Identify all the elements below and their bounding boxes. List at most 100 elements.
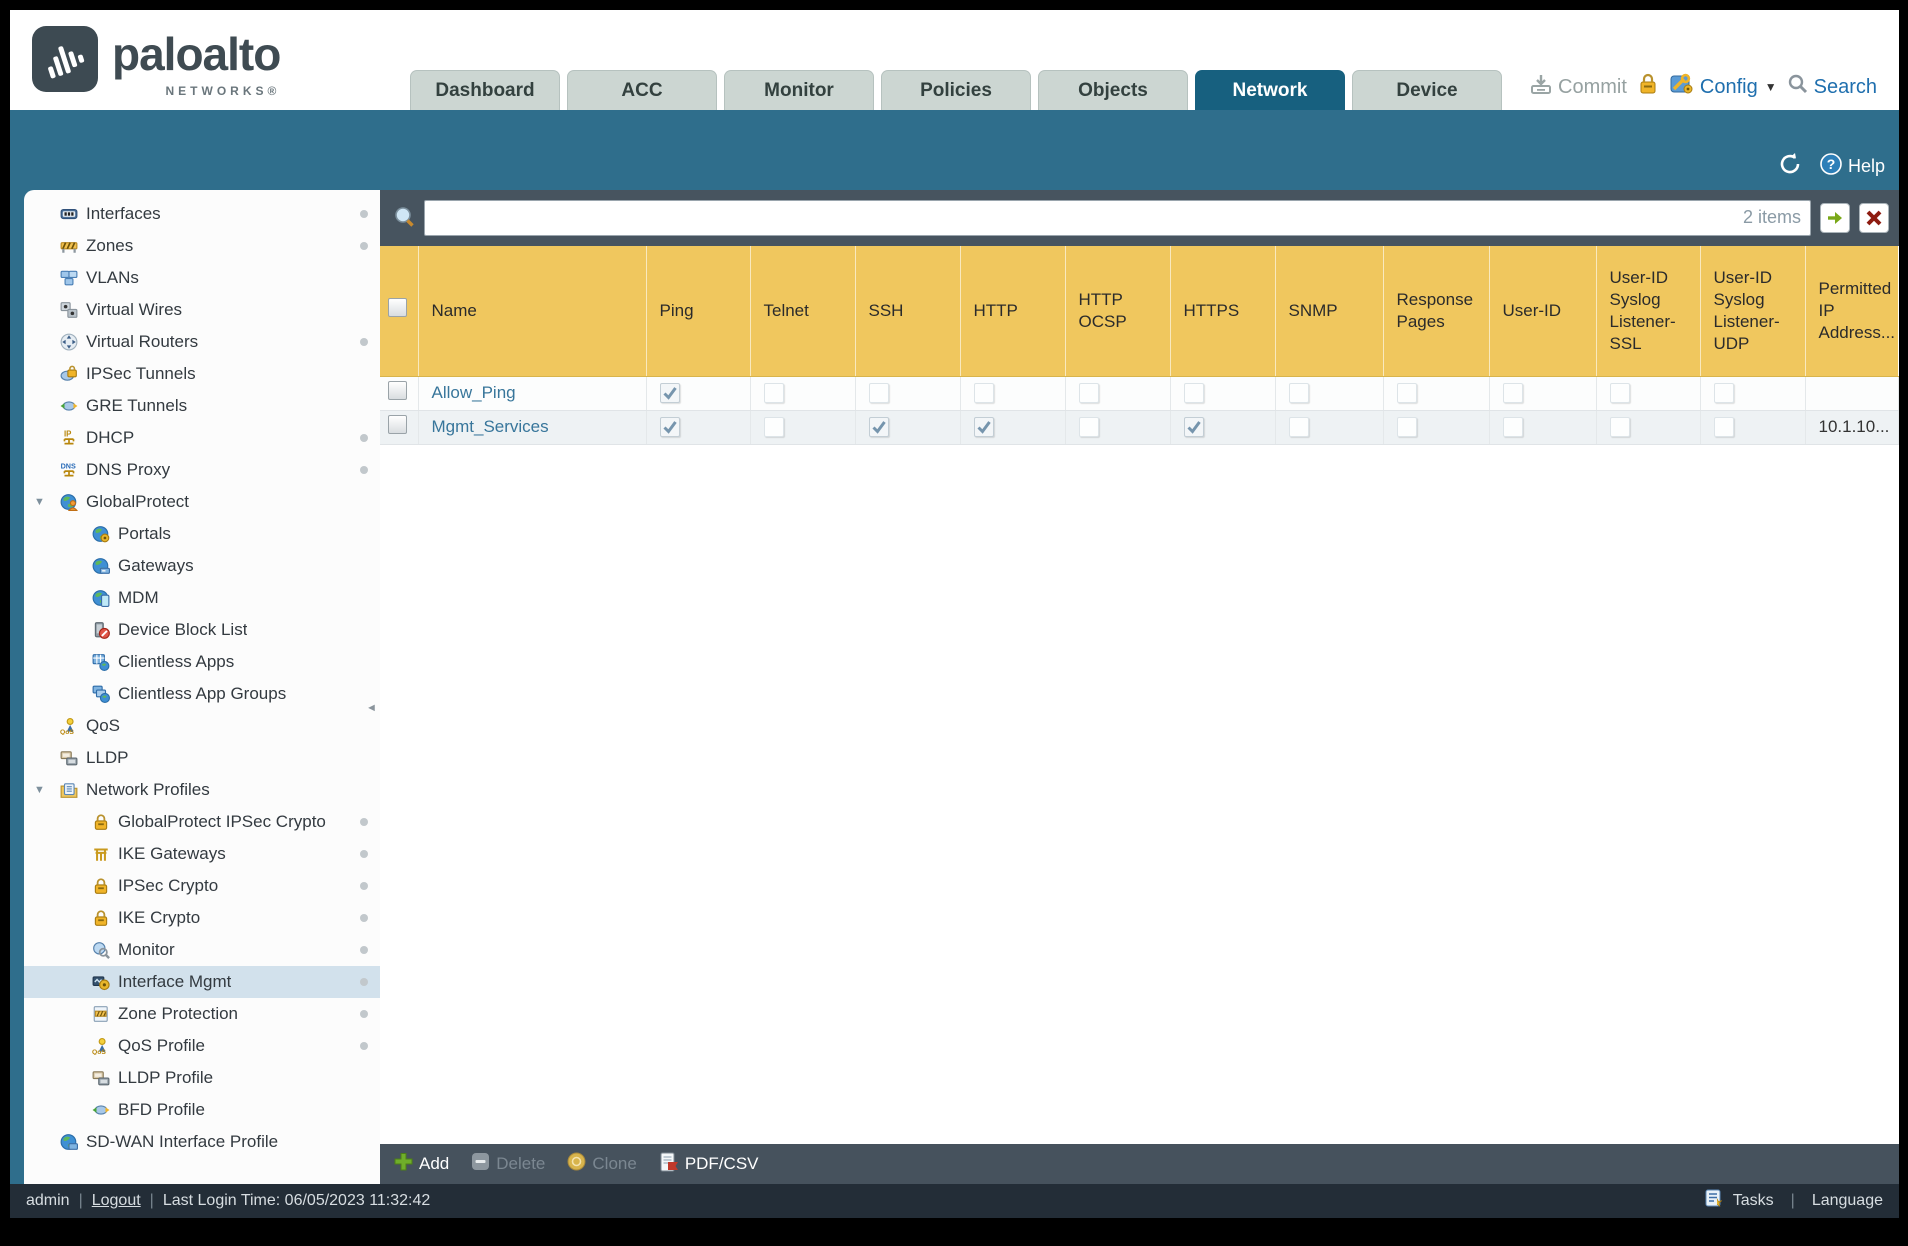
clear-filter-button[interactable] (1859, 203, 1889, 233)
sidebar-item-clientless-apps[interactable]: Clientless Apps (24, 646, 380, 678)
tasks-link[interactable]: Tasks (1732, 1192, 1774, 1209)
http_ocsp-unchecked-indicator (1078, 417, 1099, 437)
column-header-ssh[interactable]: SSH (855, 246, 961, 377)
column-header-uid_syslog_ssl[interactable]: User-ID Syslog Listener-SSL (1596, 246, 1701, 377)
pdf-csv-button[interactable]: PDF/CSV (659, 1152, 759, 1177)
column-header-http_ocsp[interactable]: HTTP OCSP (1065, 246, 1171, 377)
row-checkbox[interactable] (388, 415, 407, 434)
column-header-snmp[interactable]: SNMP (1275, 246, 1384, 377)
sidebar-item-label: Virtual Routers (86, 332, 199, 351)
sidebar-item-label: DHCP (86, 428, 135, 447)
sidebar-item-clientless-app-groups[interactable]: Clientless App Groups (24, 678, 380, 710)
tab-policies[interactable]: Policies (881, 70, 1031, 110)
column-header-response_pages[interactable]: Response Pages (1383, 246, 1490, 377)
tab-device[interactable]: Device (1352, 70, 1502, 110)
svg-text:DNS: DNS (61, 461, 76, 470)
sidebar-item-vlans[interactable]: VLANs (24, 262, 380, 294)
header-actions: Commit Config ▼ Search (1529, 72, 1877, 102)
column-header-user_id[interactable]: User-ID (1489, 246, 1597, 377)
sidebar-item-dns-proxy[interactable]: DNS DNS Proxy (24, 454, 380, 486)
qos-icon: QoS (92, 1037, 110, 1056)
tab-dashboard[interactable]: Dashboard (410, 70, 560, 110)
globalprotect-icon (60, 493, 79, 511)
tab-network[interactable]: Network (1195, 70, 1345, 110)
sidebar-item-interfaces[interactable]: Interfaces (24, 198, 380, 230)
tab-monitor[interactable]: Monitor (724, 70, 874, 110)
logo-networks-text: NETWORKS® (165, 84, 281, 98)
tree-expander-icon[interactable]: ▼ (34, 496, 45, 508)
dns-proxy-icon: DNS (60, 461, 78, 479)
column-header-telnet[interactable]: Telnet (750, 246, 856, 377)
sidebar-item-zones[interactable]: Zones (24, 230, 380, 262)
response_pages-unchecked-indicator (1396, 383, 1417, 403)
profile-name-link[interactable]: Mgmt_Services (431, 417, 549, 436)
sidebar-item-interface-mgmt[interactable]: Interface Mgmt (24, 966, 380, 998)
uid_syslog_udp-unchecked-indicator (1713, 383, 1734, 403)
profile-name-link[interactable]: Allow_Ping (431, 383, 516, 402)
global-search[interactable]: Search (1787, 73, 1877, 101)
tab-objects[interactable]: Objects (1038, 70, 1188, 110)
sidebar-item-virtual-routers[interactable]: Virtual Routers (24, 326, 380, 358)
sidebar-item-label: SD-WAN Interface Profile (86, 1132, 279, 1151)
sidebar-item-qos[interactable]: QoS QoS (24, 710, 380, 742)
column-header-ping[interactable]: Ping (646, 246, 751, 377)
logout-link[interactable]: Logout (91, 1192, 141, 1209)
tree-item-dot (360, 466, 368, 474)
column-header-permitted_ip[interactable]: Permitted IP Address... (1805, 246, 1899, 377)
column-header-http[interactable]: HTTP (960, 246, 1066, 377)
language-link[interactable]: Language (1811, 1192, 1883, 1209)
sidebar-item-ike-gateways[interactable]: IKE Gateways (24, 838, 380, 870)
tab-acc[interactable]: ACC (567, 70, 717, 110)
sidebar-item-label: BFD Profile (118, 1100, 205, 1119)
refresh-icon[interactable] (1777, 151, 1803, 182)
sidebar-item-globalprotect-ipsec-crypto[interactable]: GlobalProtect IPSec Crypto (24, 806, 380, 838)
sidebar-item-mdm[interactable]: MDM (24, 582, 380, 614)
clientless-app-groups-icon (92, 685, 110, 703)
sidebar-item-ike-crypto[interactable]: IKE Crypto (24, 902, 380, 934)
sidebar-item-ipsec-crypto[interactable]: IPSec Crypto (24, 870, 380, 902)
select-all-checkbox[interactable] (388, 298, 407, 318)
sidebar-item-sd-wan-interface-profile[interactable]: SD-WAN Interface Profile (24, 1126, 380, 1158)
footer-separator: | (149, 1192, 154, 1209)
sidebar-item-portals[interactable]: Portals (24, 518, 380, 550)
status-footer: admin | Logout | Last Login Time: 06/05/… (10, 1184, 1899, 1218)
sidebar-item-globalprotect[interactable]: ▼ GlobalProtect (24, 486, 380, 518)
main-nav-tabs: Dashboard ACC Monitor Policies Objects Networ… (410, 70, 1502, 110)
sidebar-item-gateways[interactable]: Gateways (24, 550, 380, 582)
help-button[interactable]: ? Help (1819, 152, 1885, 181)
column-header-name[interactable]: Name (418, 246, 647, 377)
sidebar-item-label: IKE Gateways (118, 844, 226, 863)
sidebar-item-network-profiles[interactable]: ▼ Network Profiles (24, 774, 380, 806)
sidebar-item-bfd-profile[interactable]: BFD Profile (24, 1094, 380, 1126)
sidebar-item-monitor[interactable]: Monitor (24, 934, 380, 966)
snmp-unchecked-indicator (1288, 417, 1309, 437)
config-menu[interactable]: Config ▼ (1669, 72, 1777, 102)
sidebar-collapse-handle[interactable]: ◄ (366, 702, 377, 714)
commit-button[interactable]: Commit (1529, 72, 1627, 102)
sidebar-item-qos-profile[interactable]: QoS QoS Profile (24, 1030, 380, 1062)
tree-expander-icon[interactable]: ▼ (34, 784, 45, 796)
footer-separator: | (1790, 1192, 1795, 1209)
column-header-https[interactable]: HTTPS (1170, 246, 1276, 377)
sidebar-item-dhcp[interactable]: IP DHCP (24, 422, 380, 454)
portals-icon (92, 525, 110, 543)
lock-icon[interactable] (1637, 72, 1659, 102)
table-row: Mgmt_Services 10.1.10... (380, 410, 1899, 445)
sidebar-item-virtual-wires[interactable]: Virtual Wires (24, 294, 380, 326)
sidebar-item-lldp-profile[interactable]: LLDP Profile (24, 1062, 380, 1094)
column-header-select[interactable] (380, 246, 419, 377)
row-checkbox[interactable] (388, 381, 407, 400)
add-button[interactable]: Add (394, 1152, 449, 1176)
sidebar-item-ipsec-tunnels[interactable]: IPSec Tunnels (24, 358, 380, 390)
sidebar-item-label: GRE Tunnels (86, 396, 188, 415)
filter-input[interactable] (424, 200, 1811, 236)
virtual-wires-icon (60, 301, 78, 319)
column-header-uid_syslog_udp[interactable]: User-ID Syslog Listener-UDP (1700, 246, 1806, 377)
sidebar-item-device-block-list[interactable]: Device Block List (24, 614, 380, 646)
interface-mgmt-table: Name Ping Telnet SSH HTTP HTTP OCSP HTTPS SNMP R… (380, 246, 1899, 1144)
apply-filter-button[interactable] (1820, 203, 1850, 233)
sidebar-item-zone-protection[interactable]: Zone Protection (24, 998, 380, 1030)
sidebar-item-gre-tunnels[interactable]: GRE Tunnels (24, 390, 380, 422)
sidebar-item-label: QoS Profile (118, 1036, 205, 1055)
sidebar-item-lldp[interactable]: LLDP (24, 742, 380, 774)
